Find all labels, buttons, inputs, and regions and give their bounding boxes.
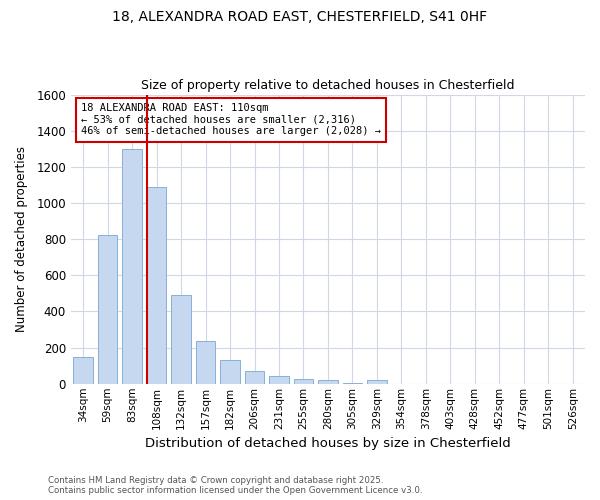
Text: 18, ALEXANDRA ROAD EAST, CHESTERFIELD, S41 0HF: 18, ALEXANDRA ROAD EAST, CHESTERFIELD, S… — [112, 10, 488, 24]
Title: Size of property relative to detached houses in Chesterfield: Size of property relative to detached ho… — [141, 79, 515, 92]
Text: Contains HM Land Registry data © Crown copyright and database right 2025.
Contai: Contains HM Land Registry data © Crown c… — [48, 476, 422, 495]
Bar — [220, 360, 240, 384]
Bar — [343, 383, 362, 384]
Bar — [367, 380, 387, 384]
Bar — [73, 356, 93, 384]
Y-axis label: Number of detached properties: Number of detached properties — [15, 146, 28, 332]
Text: 18 ALEXANDRA ROAD EAST: 110sqm
← 53% of detached houses are smaller (2,316)
46% : 18 ALEXANDRA ROAD EAST: 110sqm ← 53% of … — [81, 103, 381, 136]
Bar — [318, 380, 338, 384]
Bar — [172, 295, 191, 384]
Bar — [98, 234, 118, 384]
Bar — [196, 342, 215, 384]
Bar — [147, 186, 166, 384]
X-axis label: Distribution of detached houses by size in Chesterfield: Distribution of detached houses by size … — [145, 437, 511, 450]
Bar — [294, 379, 313, 384]
Bar — [245, 371, 265, 384]
Bar — [269, 376, 289, 384]
Bar — [122, 149, 142, 384]
